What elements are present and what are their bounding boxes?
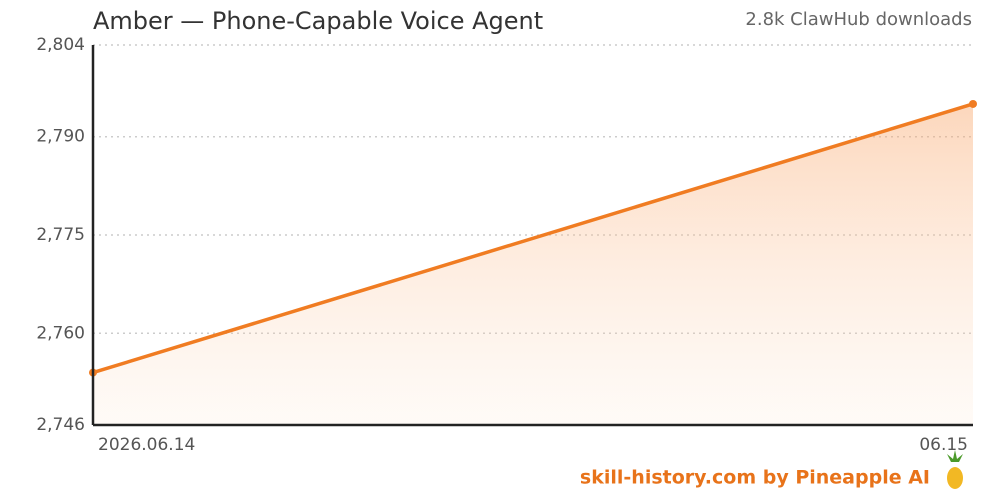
y-tick-label: 2,760 xyxy=(36,323,85,343)
pineapple-icon xyxy=(947,450,963,489)
y-tick-label: 2,746 xyxy=(36,415,85,435)
y-tick-label: 2,775 xyxy=(36,225,85,245)
y-tick-label: 2,804 xyxy=(36,35,85,55)
x-tick-label: 2026.06.14 xyxy=(98,435,195,455)
subtitle: 2.8k ClawHub downloads xyxy=(745,9,972,30)
line xyxy=(91,102,975,375)
area xyxy=(93,103,973,425)
x-tick-label: 06.15 xyxy=(919,435,968,455)
footer: skill-history.com by Pineapple AI xyxy=(580,467,930,489)
y-tick-label: 2,790 xyxy=(36,127,85,147)
point xyxy=(969,99,977,108)
chart-title: Amber — Phone-Capable Voice Agent xyxy=(93,7,543,35)
